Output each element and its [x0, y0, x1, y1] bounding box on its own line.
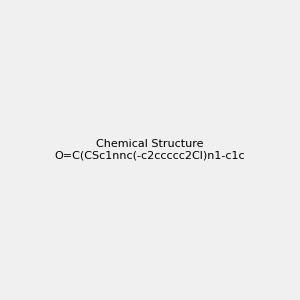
Text: Chemical Structure
O=C(CSc1nnc(-c2ccccc2Cl)n1-c1c: Chemical Structure O=C(CSc1nnc(-c2ccccc2… [55, 139, 245, 161]
